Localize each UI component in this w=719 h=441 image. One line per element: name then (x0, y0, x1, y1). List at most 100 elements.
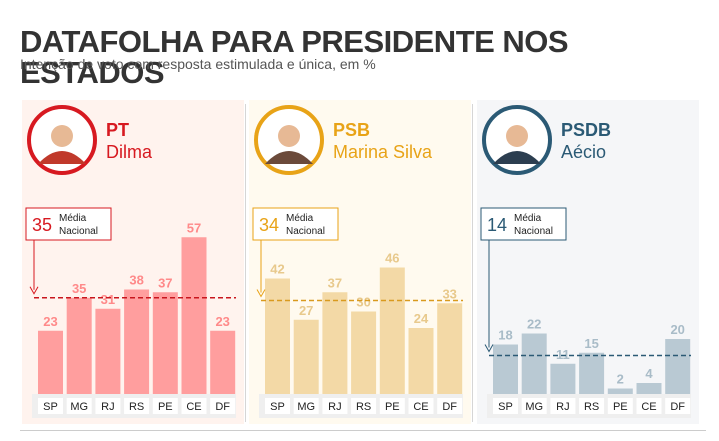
psdb-tick-box-pe (607, 398, 633, 414)
psb-avg-box (252, 207, 339, 241)
psb-value-label-df: 33 (442, 286, 456, 301)
page-subtitle: Intenção de voto com resposta estimulada… (20, 56, 376, 72)
pt-value-label-rj: 31 (101, 292, 115, 307)
psb-party-label: PSB (333, 120, 370, 140)
psdb-bar-ce (636, 383, 662, 394)
psb-tick-box-df (437, 398, 463, 414)
portrait-face (506, 125, 528, 147)
psb-tick-sp: SP (270, 401, 285, 413)
pt-tick-sp: SP (43, 401, 58, 413)
psb-bar-pe (379, 267, 405, 394)
psdb-tick-box-rj (550, 398, 576, 414)
psb-value-label-rj: 37 (328, 275, 342, 290)
pt-value-label-mg: 35 (72, 281, 86, 296)
psb-tick-rs: RS (356, 401, 371, 413)
pt-tick-rj: RJ (101, 401, 114, 413)
psb-tick-box-rj (322, 398, 348, 414)
panel-psb: PSB Marina Silva 34 Média Nacional 42 27 37 30 46… (249, 100, 471, 424)
psb-avg-label-2: Nacional (286, 226, 325, 237)
psdb-avg-arrow-head (484, 344, 494, 353)
pt-bar-df (210, 330, 236, 394)
panel-pt: PT Dilma 35 Média Nacional 23 35 31 38 37 57 23 SP MG… (22, 100, 244, 424)
psdb-bar-pe (607, 388, 633, 394)
portrait-shoulders (38, 151, 86, 164)
pt-tick-rs: RS (129, 401, 144, 413)
psb-tick-pe: PE (385, 401, 400, 413)
pt-tick-box-ce (181, 398, 207, 414)
psdb-value-label-ce: 4 (645, 366, 653, 381)
psdb-value-label-rj: 11 (556, 347, 570, 362)
portrait-face (51, 125, 73, 147)
psdb-value-label-mg: 22 (527, 317, 541, 332)
pt-tick-box-pe (152, 398, 178, 414)
psb-avg-label-1: Média (286, 213, 314, 224)
pt-value-label-df: 23 (215, 314, 229, 329)
psb-tick-box-rs (351, 398, 377, 414)
panel-psdb: PSDB Aécio 14 Média Nacional 18 22 11 15 2 4 20 SP MG… (477, 100, 699, 424)
pt-bar-mg (66, 297, 92, 394)
psb-bar-rj (322, 292, 348, 394)
psdb-avg-value: 14 (487, 215, 507, 235)
psb-value-label-sp: 42 (270, 262, 284, 277)
pt-avg-label-2: Nacional (59, 226, 98, 237)
psdb-tick-df: DF (670, 401, 685, 413)
psdb-bar-df (665, 339, 691, 394)
psdb-tick-rj: RJ (556, 401, 569, 413)
pt-tick-box-rs (124, 398, 150, 414)
page-title: DATAFOLHA PARA PRESIDENTE NOS ESTADOS (20, 24, 569, 90)
psdb-tick-box-rs (579, 398, 605, 414)
pt-value-label-pe: 37 (158, 275, 172, 290)
pt-bar-rj (95, 308, 121, 394)
footer-rule (20, 430, 706, 431)
psdb-tick-rs: RS (584, 401, 599, 413)
pt-bar-pe (152, 292, 178, 394)
pt-tick-box-rj (95, 398, 121, 414)
psdb-bar-rj (550, 363, 576, 394)
psdb-tick-box-mg (521, 398, 547, 414)
psb-tick-box-pe (379, 398, 405, 414)
pt-avg-box (25, 207, 112, 241)
psb-bar-rs (351, 311, 377, 394)
pt-bar-ce (181, 237, 207, 394)
psdb-bar-sp (493, 344, 518, 394)
psdb-value-label-df: 20 (670, 322, 684, 337)
portrait-shoulders (265, 151, 313, 164)
psb-tick-df: DF (442, 401, 457, 413)
pt-avg-label-1: Média (59, 213, 87, 224)
psb-candidate-name: Marina Silva (333, 142, 433, 162)
psdb-value-label-rs: 15 (584, 336, 598, 351)
panel-divider (245, 104, 246, 422)
psdb-tick-ce: CE (641, 401, 656, 413)
portrait-shoulders (493, 151, 541, 164)
pt-value-label-ce: 57 (187, 220, 201, 235)
psb-value-label-mg: 27 (299, 303, 313, 318)
psb-avg-arrow-head (256, 289, 266, 298)
psb-bar-df (437, 303, 463, 394)
psdb-tick-pe: PE (613, 401, 628, 413)
pt-tick-pe: PE (158, 401, 173, 413)
psdb-value-label-sp: 18 (498, 328, 512, 343)
psdb-bar-rs (579, 352, 605, 394)
psb-tick-mg: MG (297, 401, 315, 413)
psdb-tick-sp: SP (498, 401, 513, 413)
pt-tick-df: DF (215, 401, 230, 413)
pt-candidate-name: Dilma (106, 142, 153, 162)
psdb-avg-label-1: Média (514, 213, 542, 224)
psdb-avg-label-2: Nacional (514, 226, 553, 237)
psb-tick-box-sp (265, 398, 290, 414)
pt-value-label-sp: 23 (43, 314, 57, 329)
pt-party-label: PT (106, 120, 129, 140)
pt-tick-box-df (210, 398, 236, 414)
psb-value-label-pe: 46 (385, 251, 399, 266)
pt-avg-arrow-head (29, 286, 39, 295)
pt-avg-value: 35 (32, 215, 52, 235)
psdb-bar-mg (521, 333, 547, 394)
pt-tick-ce: CE (186, 401, 201, 413)
pt-tick-box-mg (66, 398, 92, 414)
psb-tick-box-ce (408, 398, 434, 414)
pt-tick-mg: MG (70, 401, 88, 413)
psdb-candidate-name: Aécio (561, 142, 606, 162)
